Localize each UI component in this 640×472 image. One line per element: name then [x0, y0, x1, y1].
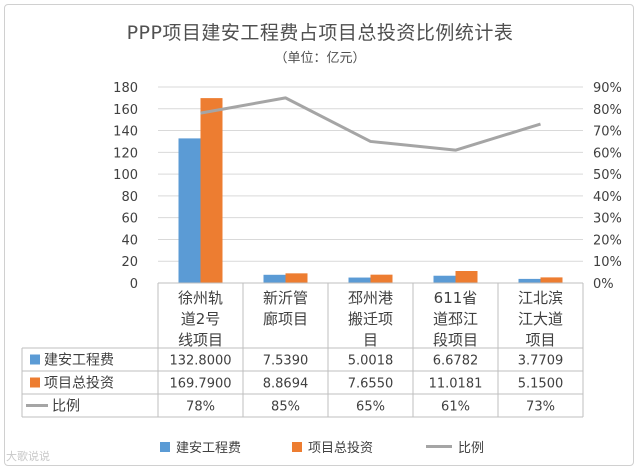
- category-label: 项目: [525, 331, 555, 349]
- bar-total: [455, 271, 478, 283]
- data-label: 73%: [526, 400, 555, 415]
- data-label: 3.7709: [518, 354, 564, 369]
- series-line-ratio: [200, 96, 541, 152]
- category-label: 段项目: [433, 331, 478, 349]
- bar-build: [518, 278, 541, 283]
- y2-tick-label: 60%: [593, 146, 622, 161]
- category-label: 江北滨: [518, 289, 563, 307]
- y2-tick-label: 50%: [593, 168, 622, 183]
- data-label: 7.5390: [263, 354, 309, 369]
- y-tick-label: 160: [113, 103, 138, 118]
- legend-item-build: 建安工程费: [160, 437, 241, 456]
- category-label: 搬迁项: [348, 310, 393, 328]
- row-header: 比例: [52, 399, 80, 415]
- category-label: 线项目: [178, 331, 223, 349]
- row-header: 项目总投资: [44, 376, 114, 392]
- data-label: 6.6782: [433, 354, 479, 369]
- legend-item-ratio: 比例: [426, 437, 484, 456]
- bar-build: [433, 275, 456, 283]
- bar-total: [540, 277, 563, 283]
- legend-label-total: 项目总投资: [308, 441, 374, 456]
- data-label: 61%: [441, 400, 470, 415]
- bar-total: [285, 273, 308, 283]
- y2-tick-label: 40%: [593, 190, 622, 205]
- data-label: 85%: [271, 400, 300, 415]
- category-label: 江大道: [518, 310, 563, 328]
- data-label: 5.1500: [518, 377, 564, 392]
- y2-tick-label: 20%: [593, 233, 622, 248]
- category-label: 道邳江: [433, 310, 478, 328]
- legend-key-total: [30, 377, 40, 388]
- chart-subtitle: （单位：亿元）: [274, 51, 366, 66]
- category-label: 邳州港: [348, 289, 393, 307]
- bar-total: [370, 274, 393, 283]
- data-label: 5.0018: [348, 354, 394, 369]
- y2-tick-label: 70%: [593, 125, 622, 140]
- legend-label-build: 建安工程费: [176, 441, 242, 456]
- watermark-text: 大歌说说: [6, 450, 50, 463]
- bar-build: [178, 138, 201, 283]
- data-label: 132.8000: [169, 354, 231, 369]
- category-label: 新沂管: [263, 289, 308, 307]
- bar-build: [348, 277, 371, 283]
- bar-build: [263, 274, 286, 283]
- y-tick-label: 80: [121, 190, 138, 205]
- category-label: 目: [363, 331, 378, 349]
- y-tick-label: 60: [121, 212, 138, 227]
- row-header: 建安工程费: [44, 353, 114, 369]
- bar-total: [200, 98, 223, 283]
- y2-tick-label: 90%: [593, 81, 622, 96]
- category-label: 道2号: [181, 310, 221, 328]
- y-tick-label: 140: [113, 125, 138, 140]
- legend-swatch-ratio: [426, 445, 452, 448]
- legend-swatch-build: [160, 441, 170, 452]
- chart-legend: 建安工程费 项目总投资 比例: [0, 437, 640, 456]
- legend-item-total: 项目总投资: [292, 437, 373, 456]
- data-label: 78%: [186, 400, 215, 415]
- y2-tick-label: 30%: [593, 212, 622, 227]
- data-label: 7.6550: [348, 377, 394, 392]
- y-tick-label: 20: [121, 255, 138, 270]
- y-tick-label: 120: [113, 146, 138, 161]
- data-label: 65%: [356, 400, 385, 415]
- data-label: 169.7900: [169, 377, 231, 392]
- category-label: 廊项目: [263, 310, 308, 328]
- legend-key-build: [30, 354, 40, 365]
- data-label: 8.8694: [263, 377, 309, 392]
- y-tick-label: 180: [113, 81, 138, 96]
- chart-title: PPP项目建安工程费占项目总投资比例统计表: [126, 22, 514, 44]
- chart-frame: [4, 4, 634, 466]
- y2-tick-label: 0%: [593, 277, 614, 292]
- y-tick-label: 100: [113, 168, 138, 183]
- y-tick-label: 0: [130, 277, 138, 292]
- y2-tick-label: 10%: [593, 255, 622, 270]
- legend-label-ratio: 比例: [458, 441, 485, 456]
- data-label: 11.0181: [429, 377, 483, 392]
- y-tick-label: 40: [121, 233, 138, 248]
- category-label: 611省: [434, 289, 478, 307]
- legend-swatch-total: [292, 441, 302, 452]
- y2-tick-label: 80%: [593, 103, 622, 118]
- category-label: 徐州轨: [178, 289, 223, 307]
